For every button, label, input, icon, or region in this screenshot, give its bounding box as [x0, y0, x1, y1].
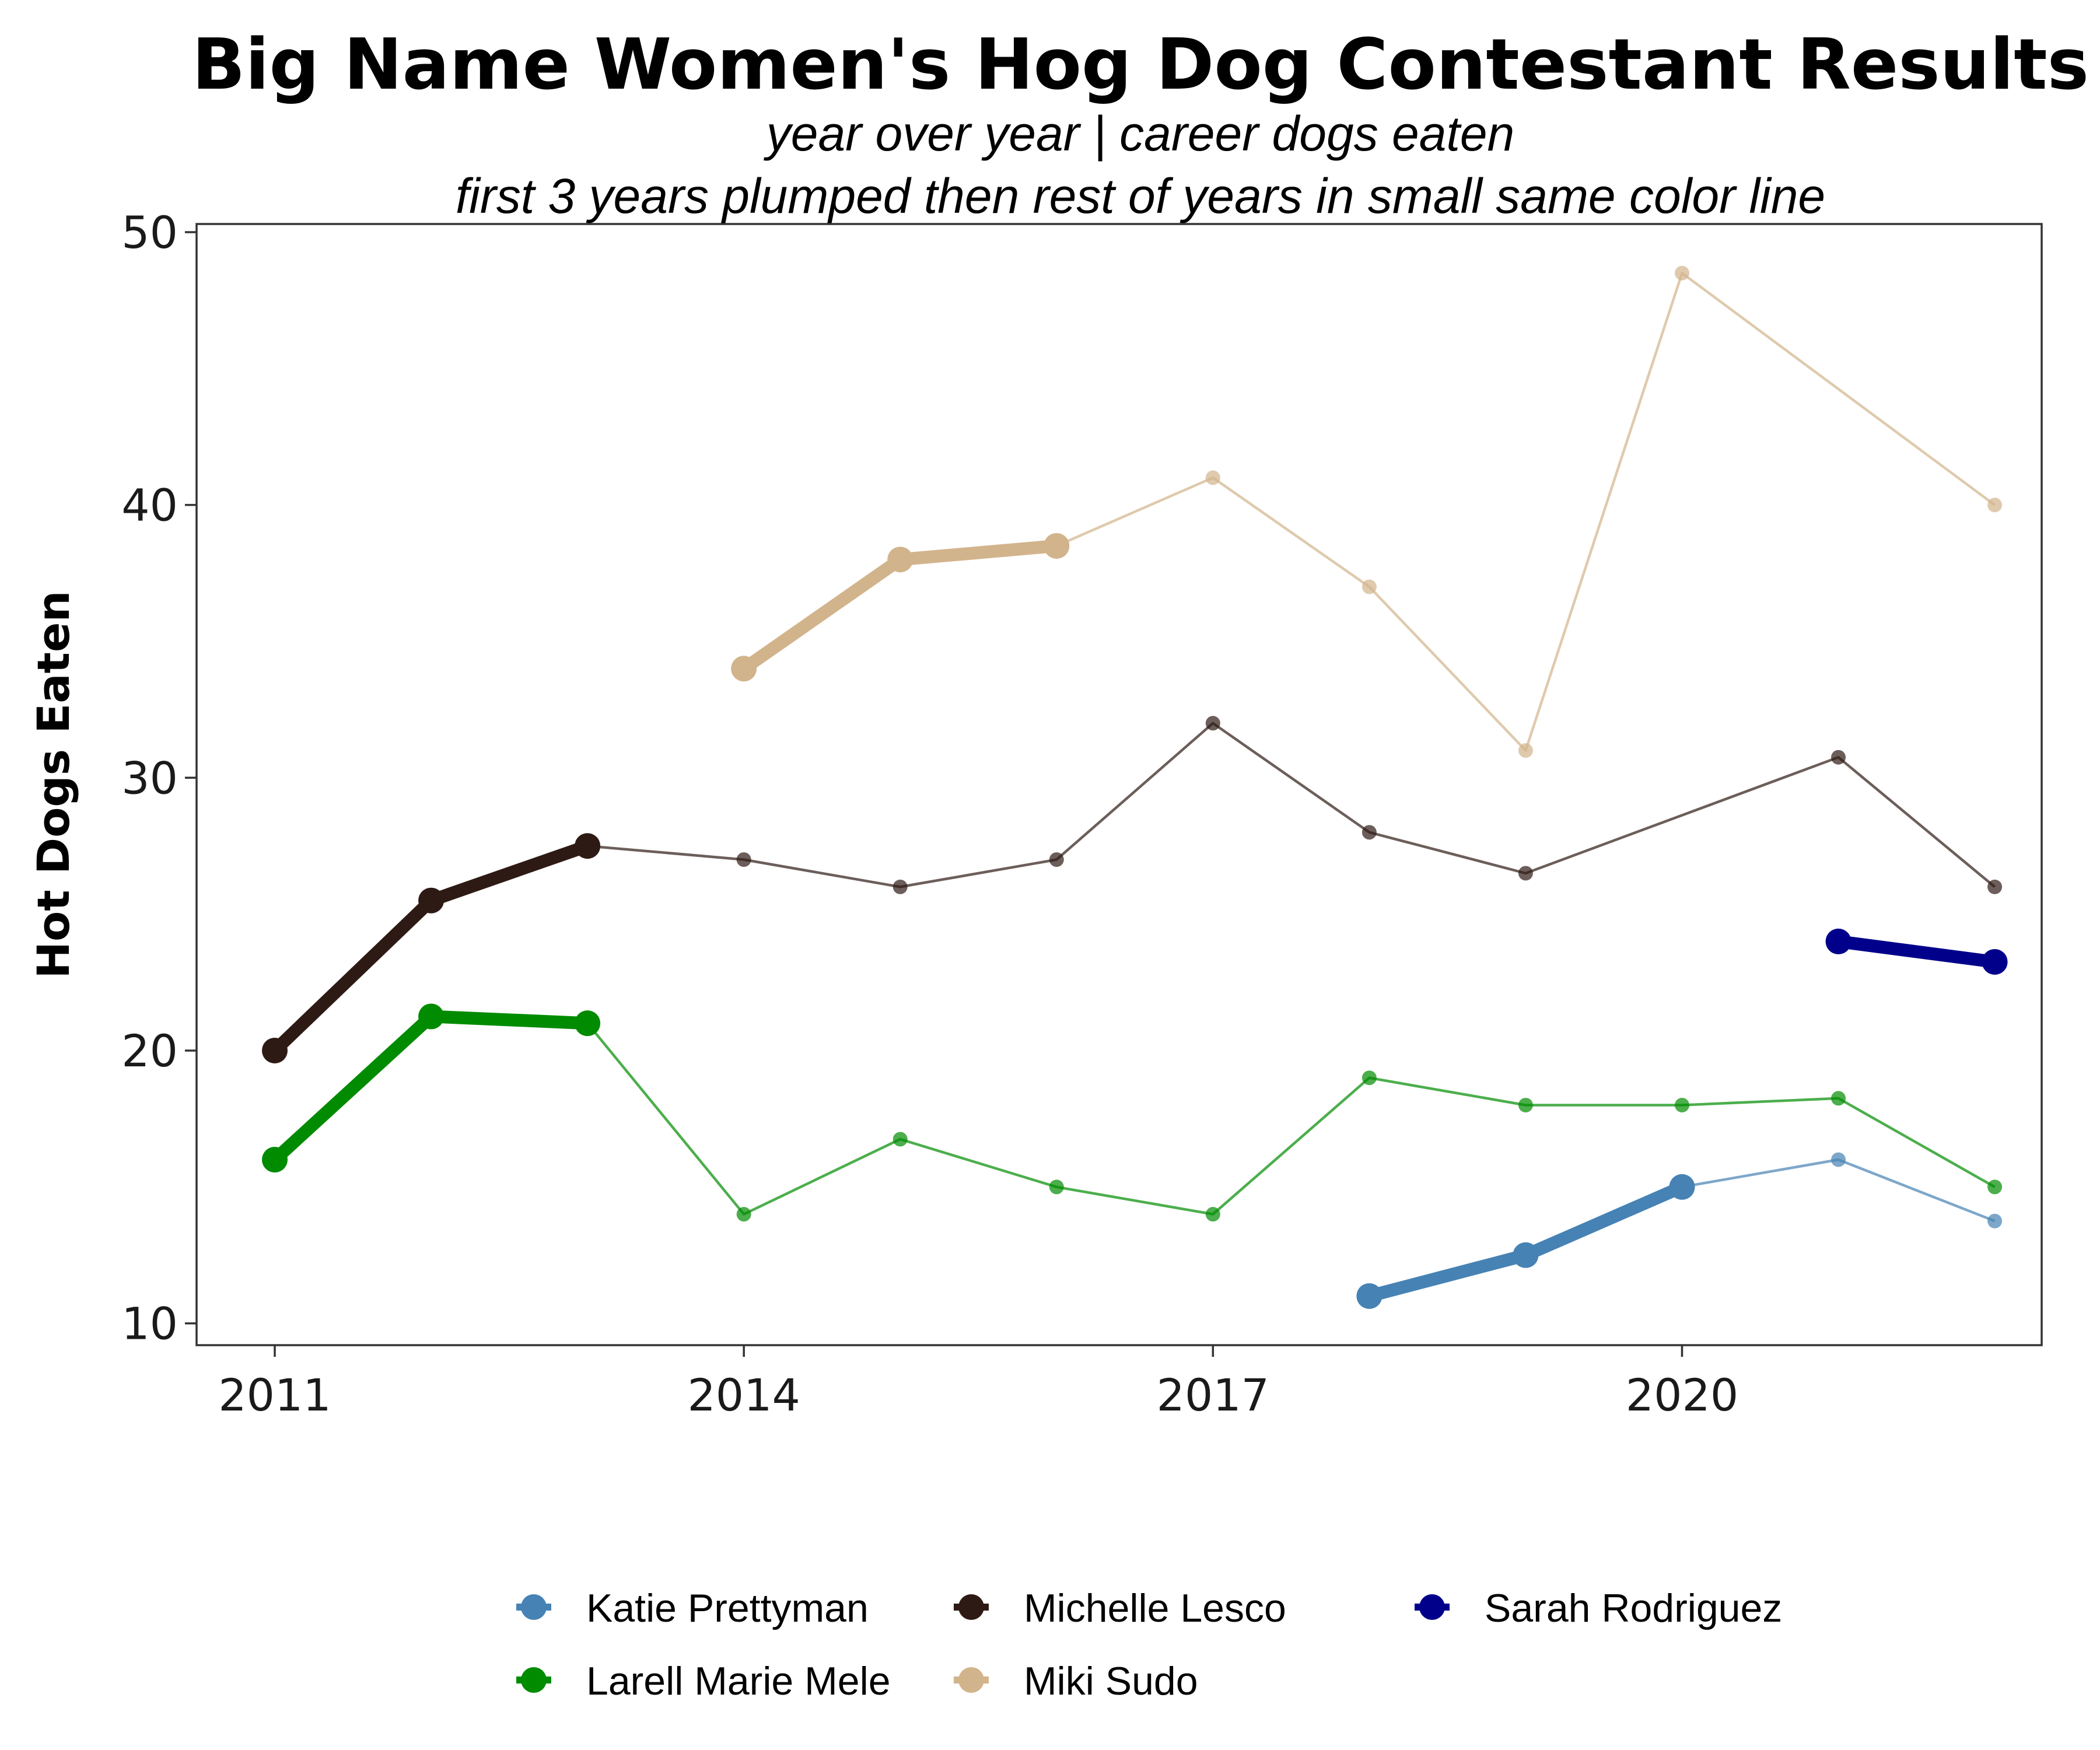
- x-tick-label: 2020: [1626, 1369, 1738, 1421]
- data-point-small: [1049, 1180, 1064, 1195]
- data-point-small: [1205, 716, 1220, 731]
- y-tick-label: 20: [121, 1025, 178, 1077]
- data-point-large: [887, 547, 914, 573]
- data-point-small: [1362, 825, 1377, 840]
- series-larell-marie-mele: [262, 1003, 2003, 1222]
- data-point-large: [1513, 1242, 1539, 1268]
- data-point-small: [892, 1132, 908, 1147]
- data-point-small: [1205, 1207, 1220, 1222]
- data-point-small: [736, 852, 751, 867]
- series-line-first-years: [1832, 935, 2001, 968]
- data-point-small: [892, 879, 908, 894]
- data-point-large: [1825, 928, 1852, 954]
- legend-item-michelle-lesco: Michelle Lesco: [954, 1586, 1286, 1630]
- legend: Katie Prettyman Larell Marie Mele Michelle…: [516, 1586, 1782, 1703]
- y-tick-label: 30: [121, 752, 178, 804]
- x-tick-label: 2017: [1157, 1369, 1269, 1421]
- series-sarah-rodriguez: [1825, 928, 2008, 975]
- data-point-small: [1049, 852, 1064, 867]
- chart-title: Big Name Women's Hog Dog Contestant Resu…: [192, 24, 2089, 106]
- data-point-large: [575, 1010, 601, 1037]
- legend-label: Katie Prettyman: [586, 1586, 869, 1630]
- chart-subtitle-line-2: first 3 years plumped then rest of years…: [456, 169, 1825, 223]
- chart-subtitle-line-1: year over year | career dogs eaten: [764, 106, 1515, 161]
- legend-item-larell-marie-mele: Larell Marie Mele: [516, 1659, 891, 1703]
- y-tick-label: 50: [121, 206, 178, 258]
- legend-label: Miki Sudo: [1024, 1659, 1198, 1703]
- x-axis: 2011 2014 2017 2020: [218, 1345, 1738, 1421]
- data-point-small: [1987, 498, 2003, 513]
- legend-key-point: [521, 1667, 547, 1693]
- x-tick-label: 2011: [218, 1369, 331, 1421]
- y-axis-title: Hot Dogs Eaten: [27, 590, 79, 978]
- data-point-large: [262, 1147, 288, 1173]
- data-point-large: [1669, 1174, 1695, 1200]
- data-point-large: [1044, 533, 1070, 559]
- data-point-small: [1518, 866, 1533, 881]
- y-axis: 10 20 30 40 50: [121, 206, 197, 1350]
- data-point-small: [1674, 1097, 1689, 1112]
- data-point-small: [1987, 1180, 2003, 1195]
- legend-item-katie-prettyman: Katie Prettyman: [516, 1586, 869, 1630]
- data-point-large: [418, 887, 444, 914]
- data-point-small: [1205, 470, 1220, 485]
- data-point-small: [1362, 579, 1377, 594]
- data-point-large: [418, 1003, 444, 1030]
- data-point-small: [1987, 1213, 2003, 1228]
- data-point-small: [1987, 879, 2003, 894]
- legend-key-point: [521, 1594, 547, 1620]
- legend-label: Michelle Lesco: [1024, 1586, 1286, 1630]
- data-point-small: [1831, 1152, 1846, 1167]
- y-tick-label: 10: [121, 1298, 178, 1350]
- data-point-small: [1518, 743, 1533, 758]
- legend-item-sarah-rodriguez: Sarah Rodriguez: [1415, 1586, 1782, 1630]
- series-miki-sudo: [731, 265, 2003, 758]
- plot-panel: [195, 223, 2043, 1346]
- data-point-large: [731, 656, 757, 682]
- data-point-large: [575, 833, 601, 859]
- legend-label: Sarah Rodriguez: [1485, 1586, 1782, 1630]
- data-point-small: [1674, 265, 1689, 281]
- series-line-later-years: [586, 1022, 1996, 1216]
- legend-key-point: [958, 1594, 984, 1620]
- legend-key-point: [958, 1667, 984, 1693]
- data-point-large: [1982, 949, 2008, 975]
- legend-label: Larell Marie Mele: [586, 1659, 891, 1703]
- data-point-large: [1356, 1283, 1382, 1309]
- series-katie-prettyman: [1356, 1152, 2003, 1309]
- series-michelle-lesco: [262, 716, 2003, 1063]
- legend-key-point: [1419, 1594, 1445, 1620]
- data-point-small: [1831, 1091, 1846, 1106]
- y-tick-label: 40: [121, 480, 178, 531]
- data-point-small: [736, 1207, 751, 1222]
- x-tick-label: 2014: [687, 1369, 800, 1421]
- data-point-small: [1518, 1097, 1533, 1112]
- series-layer: [262, 265, 2008, 1309]
- legend-item-miki-sudo: Miki Sudo: [954, 1659, 1198, 1703]
- series-line-later-years: [1056, 271, 1996, 752]
- data-point-large: [262, 1037, 288, 1063]
- data-point-small: [1831, 750, 1846, 765]
- data-point-small: [1362, 1070, 1377, 1086]
